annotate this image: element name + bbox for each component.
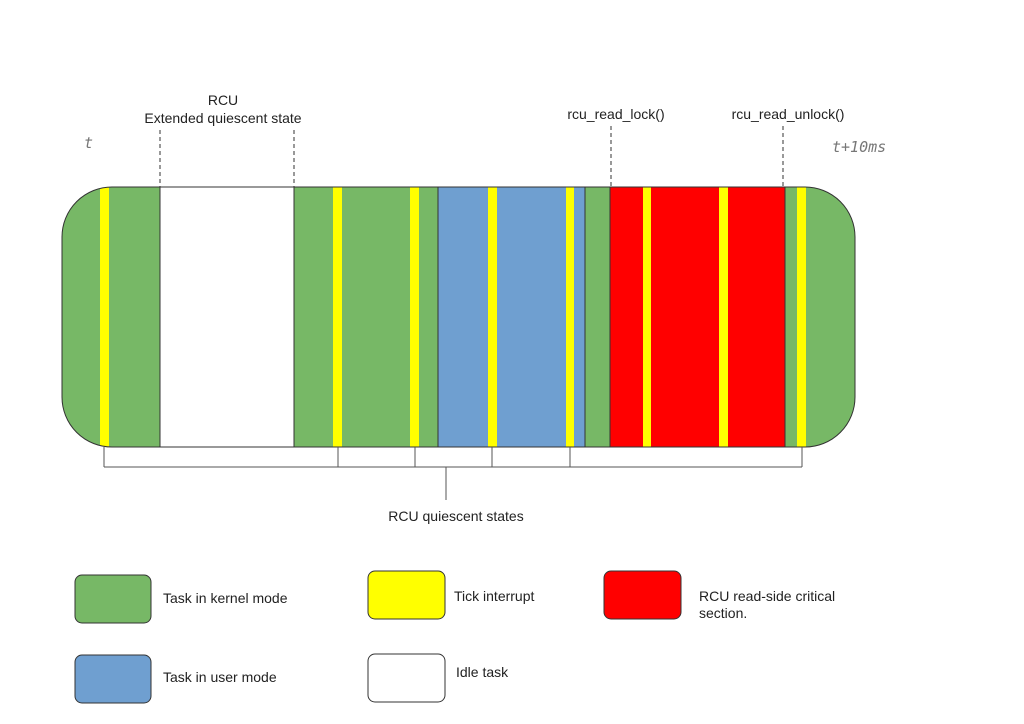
legend-swatch — [603, 570, 682, 620]
tick — [719, 187, 728, 447]
kernel-segment — [784, 187, 855, 447]
eqs-label: RCU — [208, 92, 238, 108]
legend-swatch — [74, 654, 152, 704]
tick — [488, 187, 497, 447]
read-lock-label: rcu_read_lock() — [567, 106, 664, 122]
timeline — [62, 187, 855, 447]
critical-segment — [609, 187, 786, 447]
start-time: t — [84, 134, 93, 152]
idle-segment — [159, 187, 295, 447]
legend-swatch — [367, 653, 446, 703]
legend-swatch — [74, 574, 152, 624]
timeline-border — [61, 186, 856, 448]
tick — [797, 187, 806, 447]
tick — [410, 187, 419, 447]
legend-label: section. — [699, 605, 747, 621]
legend-label: Task in user mode — [163, 669, 277, 685]
tick — [100, 187, 109, 447]
legend-label: Task in kernel mode — [163, 590, 288, 606]
bracket — [103, 447, 803, 500]
tick — [643, 187, 651, 447]
legend-label: RCU read-side critical — [699, 588, 835, 604]
end-time: t+10ms — [832, 138, 886, 156]
kernel-segment — [584, 187, 611, 447]
quiescent-label: RCU quiescent states — [388, 508, 523, 524]
legend-label: Tick interrupt — [454, 588, 535, 604]
legend-label: Idle task — [456, 664, 509, 680]
tick — [566, 187, 574, 447]
user-segment — [437, 187, 586, 447]
legend-swatch — [367, 570, 446, 620]
read-unlock-label: rcu_read_unlock() — [732, 106, 845, 122]
tick — [333, 187, 342, 447]
kernel-segment — [62, 187, 161, 447]
eqs-label: Extended quiescent state — [144, 110, 301, 126]
